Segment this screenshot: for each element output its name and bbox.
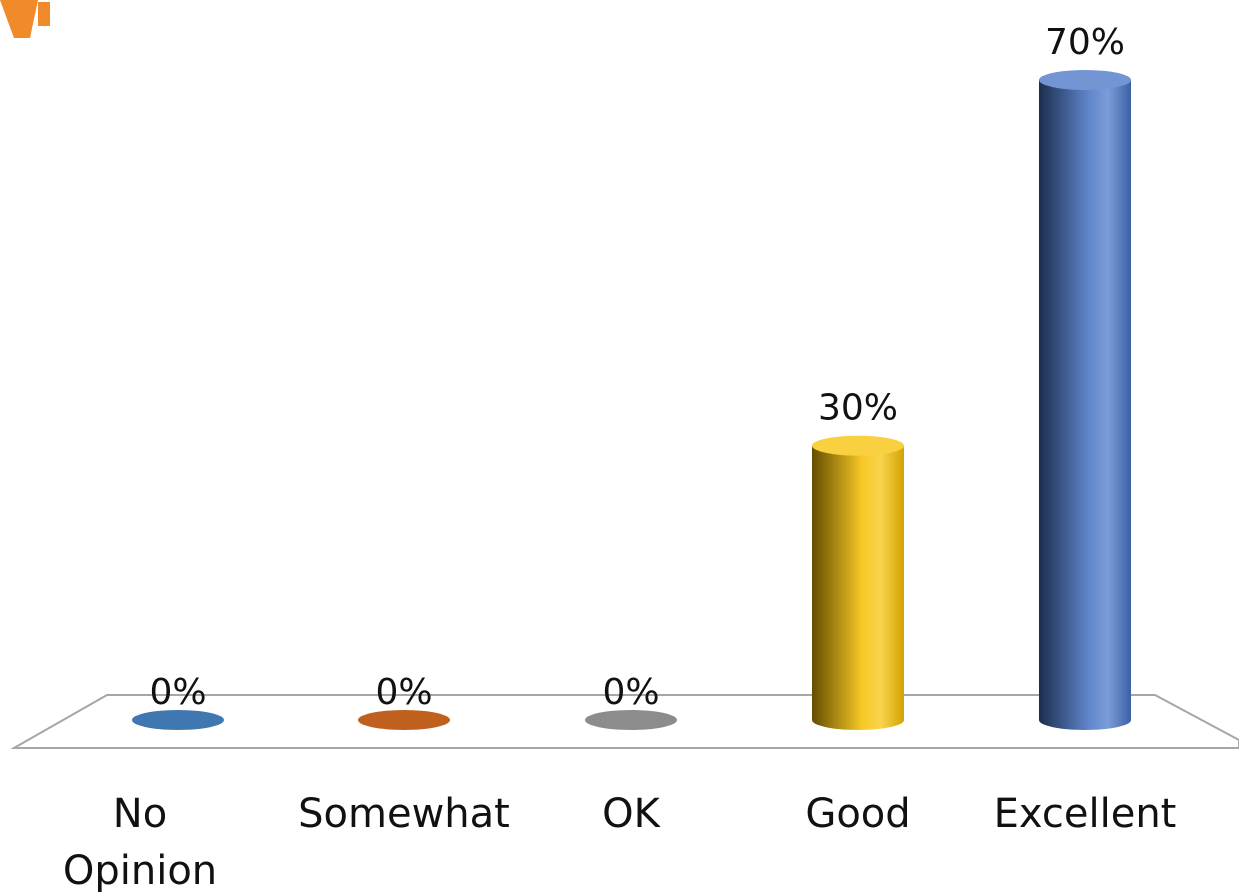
- category-label: Opinion: [63, 848, 217, 892]
- bar-excellent: [1039, 80, 1131, 730]
- category-label: Somewhat: [298, 791, 510, 837]
- value-label: 0%: [602, 672, 659, 713]
- bars-group: [132, 70, 1131, 730]
- category-label: No: [113, 791, 167, 837]
- value-label: 0%: [375, 672, 432, 713]
- value-label: 30%: [818, 388, 898, 429]
- category-label: Good: [805, 791, 910, 837]
- value-labels-group: 0% 0% 0% 30% 70%: [149, 22, 1125, 713]
- chart-decoration: [0, 0, 38, 38]
- value-label: 0%: [149, 672, 206, 713]
- bar-top-excellent: [1039, 70, 1131, 90]
- bar-ok: [585, 710, 677, 730]
- category-label: Excellent: [994, 791, 1177, 837]
- bar-no-opinion: [132, 710, 224, 730]
- value-label: 70%: [1045, 22, 1125, 63]
- chart-decoration: [38, 2, 50, 26]
- bar-top-good: [812, 435, 904, 456]
- bar-somewhat: [358, 710, 450, 730]
- bar-good: [812, 445, 904, 730]
- category-label: OK: [602, 791, 661, 837]
- category-labels-group: No Opinion Somewhat OK Good Excellent: [63, 791, 1177, 892]
